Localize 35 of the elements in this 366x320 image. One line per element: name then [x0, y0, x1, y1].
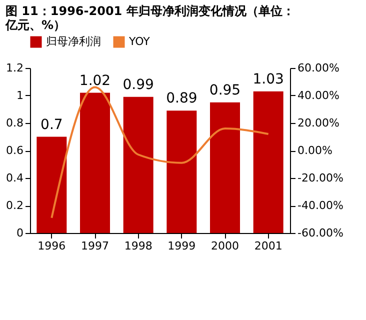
bar	[80, 92, 110, 233]
x-tick-label: 1999	[168, 240, 196, 252]
data-label: 0.99	[122, 76, 154, 93]
legend-label: YOY	[128, 35, 150, 48]
x-tick-label: 1998	[124, 240, 152, 252]
y-tick-label: 1	[16, 89, 24, 102]
bar	[166, 110, 197, 233]
y2-tick-label: 40.00%	[298, 89, 340, 102]
data-label: 1.03	[252, 71, 284, 88]
x-tick-label: 2001	[254, 240, 282, 252]
data-label: 0.7	[40, 116, 63, 133]
y2-tick-label: 60.00%	[298, 62, 340, 74]
bar	[253, 91, 284, 233]
y2-tick-label: 20.00%	[298, 116, 340, 130]
y-tick-label: 1.2	[6, 62, 24, 74]
data-label: 0.89	[166, 90, 198, 107]
y-tick-label: 0.8	[6, 116, 24, 130]
y2-tick-label: -40.00%	[298, 199, 344, 212]
chart-title: 图 11：1996-2001 年归母净利润变化情况（单位：亿元、%）	[4, 4, 294, 32]
data-label: 1.02	[79, 72, 111, 89]
y-tick-label: 0.2	[6, 199, 24, 212]
bar	[36, 136, 67, 233]
x-tick-label: 2000	[211, 240, 239, 252]
x-tick-label: 1997	[81, 240, 109, 252]
y2-tick-label: -20.00%	[298, 172, 344, 184]
y2-tick-label: -60.00%	[298, 226, 344, 240]
y-tick-label: 0.4	[6, 172, 24, 184]
y-tick-label: 0	[16, 226, 24, 240]
bar	[210, 102, 240, 233]
x-tick-label: 1996	[38, 240, 66, 252]
bar	[123, 96, 154, 233]
data-label: 0.95	[209, 82, 241, 98]
y2-tick-label: 0.00%	[298, 144, 332, 157]
y-tick-label: 0.6	[6, 144, 24, 157]
legend-label: 归母净利润	[46, 35, 101, 48]
